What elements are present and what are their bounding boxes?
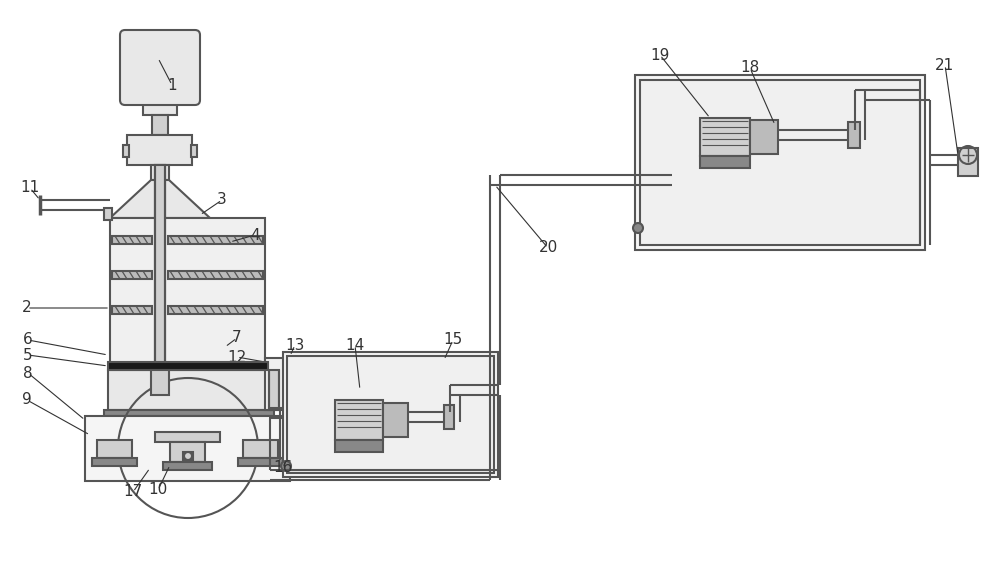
Text: 3: 3 — [217, 192, 227, 207]
Bar — [163, 462, 212, 470]
Polygon shape — [110, 180, 210, 218]
Text: 20: 20 — [538, 241, 558, 256]
Text: 4: 4 — [250, 228, 260, 242]
Bar — [335, 400, 383, 440]
Bar — [127, 135, 192, 165]
Bar — [444, 405, 454, 429]
Text: 7: 7 — [232, 331, 242, 346]
Bar — [269, 370, 279, 410]
Circle shape — [184, 452, 192, 460]
Bar — [170, 442, 205, 462]
Bar — [155, 165, 165, 365]
Bar — [750, 120, 778, 154]
Bar — [151, 165, 169, 180]
Bar — [112, 236, 152, 244]
Text: 1: 1 — [167, 77, 177, 92]
Text: 12: 12 — [227, 350, 247, 364]
Text: 2: 2 — [22, 300, 32, 315]
Bar — [168, 271, 263, 279]
Bar — [112, 271, 152, 279]
Text: 5: 5 — [23, 347, 33, 363]
Text: 15: 15 — [443, 332, 463, 347]
Text: 8: 8 — [23, 365, 33, 381]
Bar — [152, 115, 168, 135]
Bar — [265, 358, 315, 410]
Text: 16: 16 — [273, 461, 293, 475]
Text: 17: 17 — [123, 485, 143, 500]
Bar — [287, 356, 494, 473]
Bar — [183, 452, 193, 460]
Text: 18: 18 — [740, 60, 760, 76]
Circle shape — [633, 223, 643, 233]
Bar — [635, 75, 925, 250]
Bar — [92, 458, 137, 466]
Text: 21: 21 — [935, 58, 955, 73]
Text: 10: 10 — [148, 482, 168, 497]
Bar — [640, 80, 920, 245]
Bar — [104, 208, 112, 220]
Bar — [123, 145, 129, 157]
Bar — [168, 306, 263, 314]
Bar — [335, 440, 383, 452]
Bar — [283, 352, 498, 477]
Circle shape — [281, 461, 291, 471]
Bar — [85, 416, 290, 481]
Text: 9: 9 — [22, 393, 32, 407]
Bar — [383, 403, 408, 437]
Bar — [143, 100, 177, 115]
Bar — [958, 148, 978, 176]
Bar — [168, 236, 263, 244]
Text: 14: 14 — [345, 338, 365, 353]
Bar — [104, 410, 274, 416]
Bar — [243, 440, 278, 458]
Bar — [238, 458, 283, 466]
Bar — [97, 440, 132, 458]
Text: 13: 13 — [285, 338, 305, 353]
Bar — [151, 370, 169, 395]
Bar — [155, 432, 220, 442]
Bar — [110, 218, 265, 363]
Bar — [191, 145, 197, 157]
Bar — [700, 118, 750, 156]
Text: 11: 11 — [20, 181, 40, 195]
Bar — [700, 156, 750, 168]
Text: 19: 19 — [650, 48, 670, 63]
FancyBboxPatch shape — [120, 30, 200, 105]
Bar — [848, 122, 860, 148]
Bar — [112, 306, 152, 314]
Bar — [155, 165, 165, 365]
Bar — [108, 370, 268, 410]
Text: 6: 6 — [23, 332, 33, 347]
Bar — [108, 362, 268, 370]
